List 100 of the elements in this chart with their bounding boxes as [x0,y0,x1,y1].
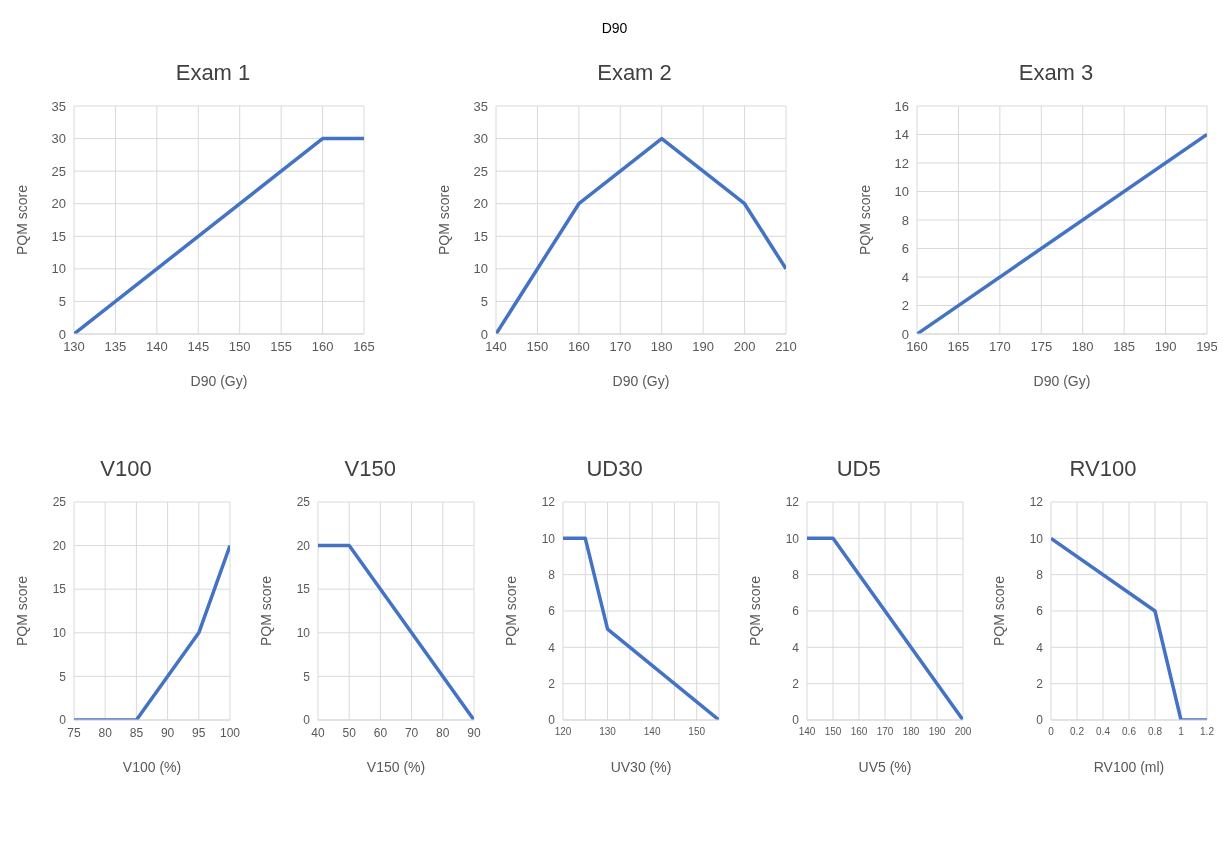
x-tick-label: 130 [63,339,85,355]
x-tick-label: 190 [928,726,946,738]
chart-title: V100 [99,456,153,483]
y-tick-label: 0 [303,713,311,728]
y-axis-title: PQM score [13,184,30,256]
y-tick-label: 25 [51,163,66,179]
y-tick-label: 2 [547,676,555,691]
x-tick-label: 170 [876,726,894,738]
y-axis-title: PQM score [990,575,1007,647]
x-tick-label: 140 [146,339,168,355]
x-tick-label: 170 [989,339,1011,355]
y-tick-label: 0 [547,713,555,728]
y-tick-label: 12 [1029,495,1044,510]
x-axis-title: UV30 (%) [610,759,671,775]
y-tick-label: 10 [1029,531,1044,546]
y-tick-label: 8 [792,567,800,582]
y-tick-label: 0 [901,326,909,342]
x-tick-label: 200 [733,339,755,355]
y-tick-label: 6 [792,604,800,619]
x-tick-label: 165 [947,339,970,355]
x-tick-label: 90 [467,725,482,740]
y-tick-label: 5 [303,669,311,684]
y-tick-label: 0 [1036,713,1044,728]
y-tick-label: 2 [1036,676,1044,691]
y-tick-label: 25 [473,163,488,179]
chart-title: UD5 [835,456,882,483]
x-tick-label: 1 [1178,726,1185,738]
chart-title: RV100 [1068,456,1138,483]
y-tick-label: 35 [51,98,66,114]
x-tick-label: 175 [1030,339,1053,355]
y-tick-label: 8 [901,212,909,228]
y-tick-label: 5 [58,294,66,310]
x-tick-label: 130 [598,726,616,738]
x-tick-label: 170 [608,339,631,355]
x-tick-label: 75 [67,725,81,740]
x-tick-label: 80 [98,725,113,740]
chart-title: Exam 3 [1017,60,1095,87]
y-tick-label: 10 [296,626,311,641]
y-tick-label: 12 [894,155,909,171]
y-tick-label: 35 [473,98,488,114]
x-tick-label: 190 [1154,339,1177,355]
y-tick-label: 20 [51,196,66,212]
x-tick-label: 140 [484,339,507,355]
x-axis-title: D90 (Gy) [612,373,669,389]
x-tick-label: 0.8 [1148,726,1163,738]
y-tick-label: 25 [52,495,67,510]
x-tick-label: 185 [1113,339,1135,355]
x-tick-label: 60 [373,725,388,740]
y-tick-label: 8 [1036,567,1044,582]
x-tick-label: 150 [824,726,842,738]
x-tick-label: 150 [687,726,705,738]
y-tick-label: 30 [51,131,66,147]
x-tick-label: 200 [954,726,972,738]
y-tick-label: 12 [785,495,800,510]
y-tick-label: 10 [541,531,555,546]
y-axis-title: PQM score [258,575,275,647]
y-tick-label: 2 [792,676,800,691]
y-tick-label: 8 [547,567,555,582]
y-tick-label: 0 [59,713,67,728]
y-axis-title: PQM score [856,184,873,256]
y-tick-label: 15 [52,582,67,597]
y-tick-label: 15 [296,582,311,597]
x-tick-label: 120 [554,726,572,738]
x-tick-label: 135 [104,339,127,355]
chart-title: Exam 1 [174,60,252,87]
y-axis-title: PQM score [435,184,452,256]
y-tick-label: 15 [51,228,66,244]
y-tick-label: 10 [894,184,909,200]
y-axis-title: PQM score [746,575,763,647]
x-tick-label: 0 [1048,726,1055,738]
x-tick-label: 190 [691,339,714,355]
x-tick-label: 80 [436,725,451,740]
y-tick-label: 5 [59,669,67,684]
y-tick-label: 5 [480,294,488,310]
x-tick-label: 0.4 [1096,726,1111,738]
x-axis-title: V100 (%) [122,759,182,775]
x-tick-label: 85 [129,725,144,740]
x-tick-label: 40 [311,725,326,740]
x-tick-label: 180 [650,339,673,355]
text: D90 [601,20,628,36]
y-tick-label: 14 [894,127,909,143]
x-axis-title: UV5 (%) [858,759,912,775]
x-tick-label: 0.6 [1122,726,1137,738]
x-tick-label: 160 [850,726,868,738]
y-tick-label: 6 [1036,604,1044,619]
x-tick-label: 160 [311,339,334,355]
y-tick-label: 4 [1036,640,1044,655]
x-tick-label: 90 [160,725,175,740]
y-tick-label: 10 [52,626,67,641]
y-tick-label: 30 [473,131,488,147]
x-tick-label: 140 [643,726,661,738]
y-tick-label: 25 [296,495,311,510]
y-axis-title: PQM score [13,575,30,647]
y-tick-label: 20 [473,196,488,212]
y-tick-label: 4 [547,640,555,655]
y-tick-label: 16 [894,98,909,114]
x-tick-label: 145 [187,339,210,355]
chart-title: Exam 2 [596,60,673,87]
y-axis-title: PQM score [502,575,519,647]
y-tick-label: 10 [51,261,66,277]
